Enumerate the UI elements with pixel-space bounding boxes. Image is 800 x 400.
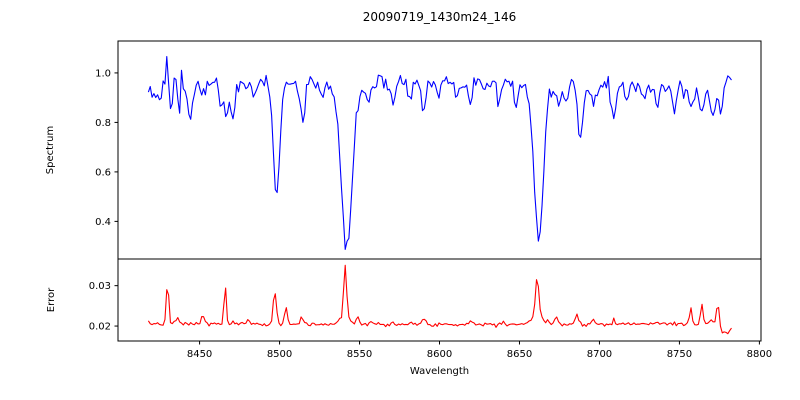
spectrum-y-tick-label: 0.6 [95,167,111,178]
x-tick-label: 8600 [427,349,452,360]
error-line [147,264,732,335]
spectrum-line [147,56,732,250]
spectrum-y-tick-label: 0.4 [95,217,111,228]
spectrum-y-tick-label: 0.8 [95,118,111,129]
spectrum-y-tick-label: 1.0 [95,68,111,79]
x-tick-label: 8500 [267,349,292,360]
x-tick-label: 8700 [587,349,612,360]
chart-title: 20090719_1430m24_146 [362,10,517,24]
x-tick-label: 8650 [507,349,532,360]
x-tick-label: 8750 [667,349,692,360]
error-y-tick-label: 0.03 [89,281,111,292]
spectrum-panel-frame [117,40,762,260]
x-tick-label: 8550 [347,349,372,360]
x-axis-label: Wavelength [409,366,470,377]
error-panel-frame [117,258,762,342]
error-y-tick-label: 0.02 [89,322,111,333]
x-tick-label: 8450 [187,349,212,360]
x-tick-label: 8800 [747,349,772,360]
